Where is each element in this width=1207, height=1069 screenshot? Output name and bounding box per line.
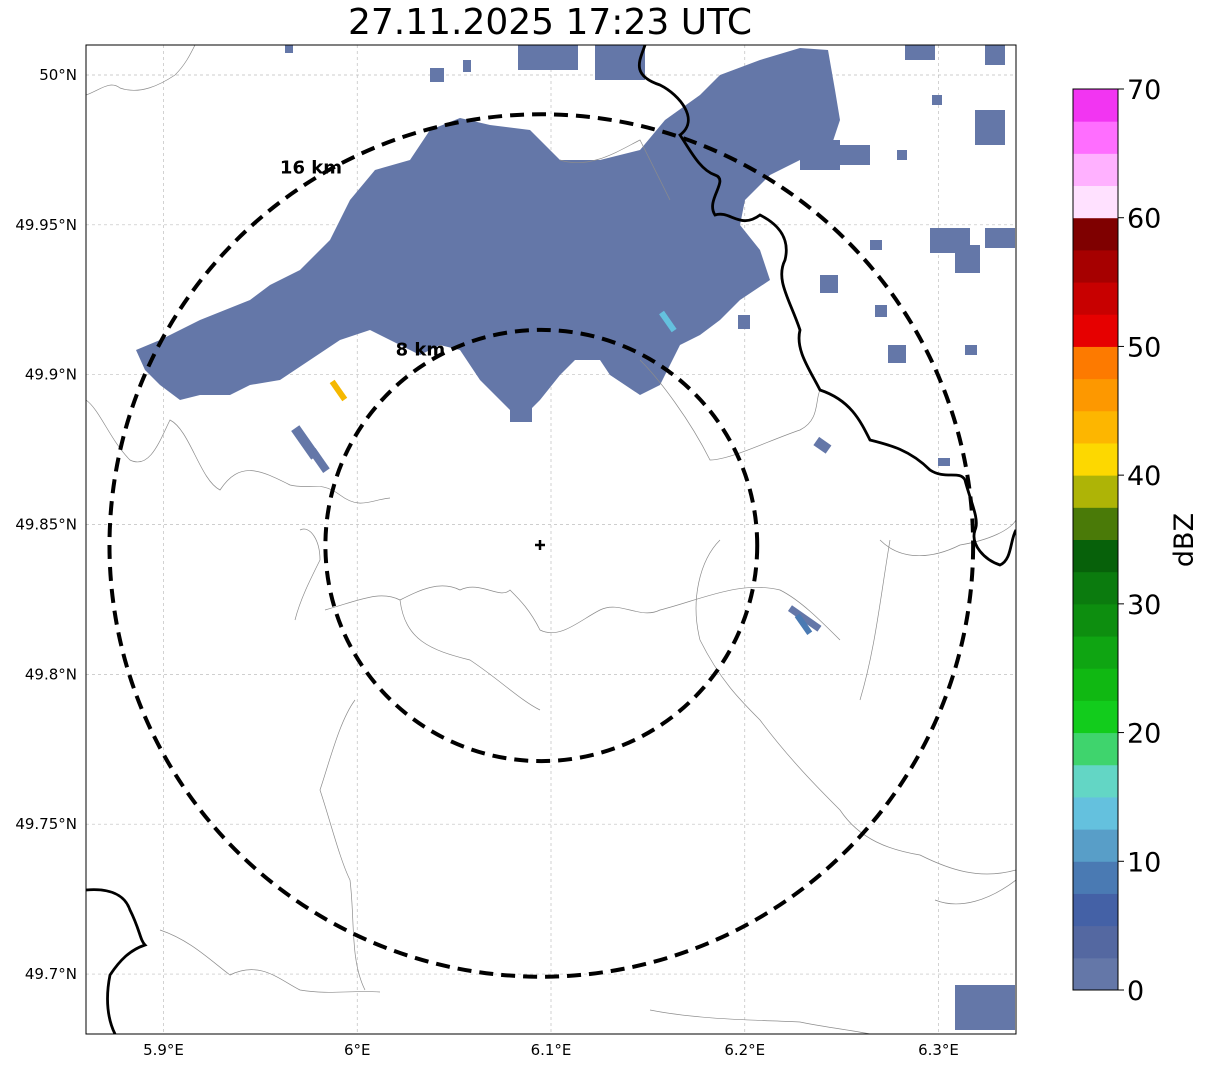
range-ring-16km [107, 112, 976, 979]
echo-cell [430, 68, 444, 82]
echo-highlight-cell [329, 379, 348, 402]
national-border [86, 45, 1016, 1034]
echo-highlight-cell [659, 310, 677, 333]
colorbar-segment [1073, 185, 1118, 219]
echo-cell [975, 110, 1005, 145]
colorbar-tick-label: 40 [1127, 461, 1161, 492]
colorbar-segment [1073, 282, 1118, 315]
echo-cell [285, 45, 293, 53]
echo-highlights [329, 310, 813, 635]
echo-cell [463, 60, 471, 72]
colorbar-segment [1073, 89, 1118, 122]
longitude-labels: 5.9°E 6°E 6.1°E 6.2°E 6.3°E [143, 1041, 959, 1059]
colorbar-frame [1072, 88, 1119, 991]
echo-cell [800, 140, 840, 170]
echo-cell [308, 447, 330, 473]
range-ring-label: 8 km [396, 339, 446, 360]
colorbar-segment [1073, 378, 1118, 412]
radar-center-marker [535, 540, 545, 550]
echo-cell [787, 605, 822, 632]
echo-cell [938, 458, 950, 466]
map-title: 27.11.2025 17:23 UTC [347, 2, 753, 43]
lon-tick-label: 6.2°E [724, 1041, 765, 1059]
echo-cell [840, 145, 870, 165]
colorbar-tick-label: 70 [1127, 75, 1161, 106]
echo-cell [738, 315, 750, 329]
echo-cell [820, 275, 838, 293]
echo-cell [518, 45, 578, 70]
colorbar-tick-label: 60 [1127, 204, 1161, 235]
echo-cell [955, 985, 1015, 1030]
colorbar-segment [1073, 668, 1118, 701]
lat-tick-label: 49.9°N [25, 366, 77, 384]
echo-cell [510, 400, 532, 422]
echo-cell [870, 240, 882, 250]
range-ring-label: 16 km [280, 157, 342, 178]
colorbar-segment [1073, 700, 1118, 734]
echo-cell [985, 228, 1015, 248]
colorbar-segment [1073, 571, 1118, 605]
lon-tick-label: 6.3°E [918, 1041, 959, 1059]
colorbar-segment [1073, 217, 1118, 251]
echo-cell [897, 150, 907, 160]
colorbar-segment [1073, 796, 1118, 830]
colorbar-segment [1073, 636, 1118, 669]
colorbar-segment [1073, 442, 1118, 476]
lon-tick-label: 6°E [344, 1041, 371, 1059]
lon-tick-label: 5.9°E [143, 1041, 184, 1059]
colorbar: 0 10 20 30 40 50 60 70 dBZ [1072, 75, 1200, 1007]
echo-highlight-cell [794, 613, 813, 635]
echo-cell [965, 345, 977, 355]
lon-tick-label: 6.1°E [531, 1041, 572, 1059]
echo-cell [932, 95, 942, 105]
colorbar-segment [1073, 829, 1118, 862]
echo-cell [875, 305, 887, 317]
colorbar-tick-label: 30 [1127, 590, 1161, 621]
colorbar-segment [1073, 764, 1118, 798]
colorbar-segment [1073, 121, 1118, 154]
latitude-labels: 50°N 49.95°N 49.9°N 49.85°N 49.8°N 49.75°N 49.… [15, 66, 77, 983]
lat-tick-label: 49.75°N [15, 815, 77, 833]
colorbar-segment [1073, 153, 1118, 187]
range-rings: 8 km 16 km [107, 112, 976, 979]
echo-cell [813, 436, 832, 454]
colorbar-segment [1073, 475, 1118, 508]
lat-tick-label: 49.8°N [25, 665, 77, 683]
echo-cell [955, 245, 980, 273]
lat-tick-label: 49.95°N [15, 216, 77, 234]
range-ring-8km [323, 327, 760, 764]
echo-band-west [136, 48, 840, 420]
colorbar-tick-label: 0 [1127, 976, 1144, 1007]
commune-borders [86, 45, 1016, 1034]
echo-cell [905, 45, 935, 60]
colorbar-segment [1073, 507, 1118, 540]
colorbar-segment [1073, 539, 1118, 573]
colorbar-tick-label: 50 [1127, 332, 1161, 363]
colorbar-segment [1073, 249, 1118, 283]
colorbar-tick-label: 20 [1127, 719, 1161, 750]
radar-echoes [136, 45, 1015, 1030]
lat-tick-label: 49.85°N [15, 516, 77, 534]
echo-cell [985, 45, 1005, 65]
echo-cell [888, 345, 906, 363]
echo-cell [595, 45, 645, 80]
colorbar-segment [1073, 603, 1118, 637]
echo-cell [780, 110, 820, 140]
colorbar-segment [1073, 346, 1118, 380]
colorbar-segment [1073, 410, 1118, 444]
lat-tick-label: 49.7°N [25, 965, 77, 983]
colorbar-segment [1073, 732, 1118, 766]
colorbar-segment [1073, 893, 1118, 927]
colorbar-segment [1073, 314, 1118, 347]
colorbar-tick-label: 10 [1127, 847, 1161, 878]
colorbar-segment [1073, 957, 1118, 991]
colorbar-label: dBZ [1169, 513, 1200, 567]
map-frame [85, 44, 1017, 1035]
colorbar-segment [1073, 925, 1118, 959]
colorbar-segment [1073, 861, 1118, 894]
lat-tick-label: 50°N [39, 66, 77, 84]
